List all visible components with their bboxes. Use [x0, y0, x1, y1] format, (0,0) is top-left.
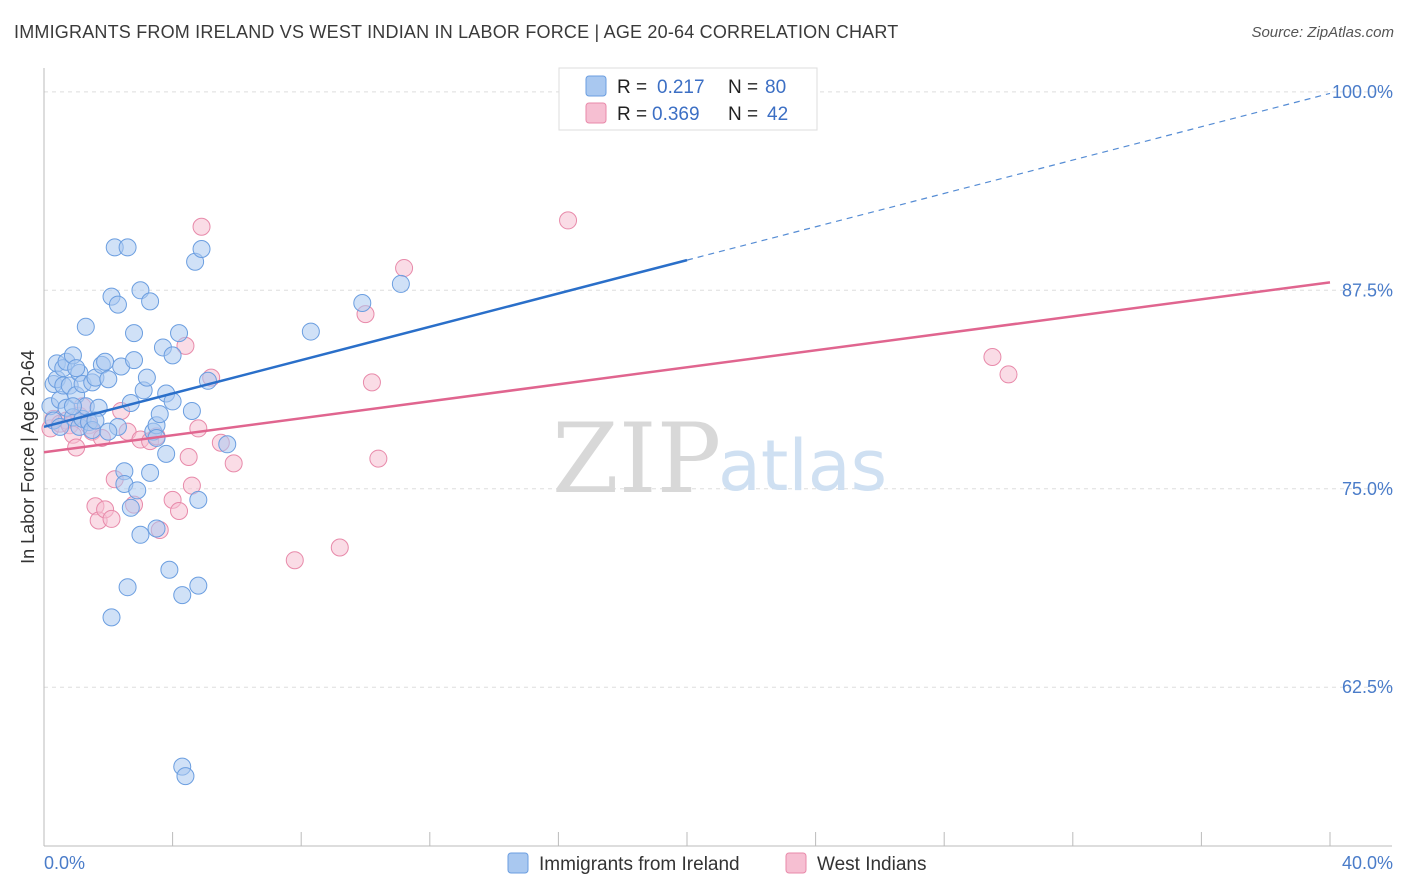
- y-tick-label-2: 87.5%: [1342, 280, 1393, 300]
- bottom-legend-swatch-pink: [785, 852, 807, 874]
- ireland-point-74: [86, 411, 105, 430]
- legend-swatch-blue: [585, 75, 607, 97]
- bottom-legend-label-ireland: Immigrants from Ireland: [539, 854, 740, 875]
- source-label: Source: ZipAtlas.com: [1251, 24, 1394, 41]
- ireland-point-47: [141, 292, 160, 311]
- bottom-legend-label-west-indians: West Indians: [817, 854, 926, 875]
- trend-line-ireland-extension: [686, 92, 1331, 261]
- ireland-point-68: [102, 608, 121, 627]
- ireland-point-39: [125, 351, 144, 370]
- ireland-point-31: [108, 295, 127, 314]
- ireland-point-77: [67, 359, 86, 378]
- west-indians-point-40: [559, 211, 578, 230]
- ireland-point-61: [182, 401, 201, 420]
- legend-n-value-pink: 42: [767, 104, 788, 125]
- west-indians-point-34: [285, 551, 304, 570]
- ireland-point-63: [189, 490, 208, 509]
- ireland-point-46: [141, 463, 160, 482]
- ireland-point-42: [131, 525, 150, 544]
- legend-n-label-pink: N =: [728, 104, 758, 125]
- ireland-point-58: [173, 586, 192, 605]
- ireland-point-36: [118, 578, 137, 597]
- watermark: ZIP atlas: [552, 403, 887, 515]
- y-tick-label-1: 75.0%: [1342, 479, 1393, 499]
- ireland-point-45: [137, 368, 156, 387]
- trend-line-ireland: [43, 258, 688, 429]
- ireland-point-56: [163, 346, 182, 365]
- watermark-zip: ZIP: [552, 403, 721, 515]
- legend-r-label-pink: R =: [617, 104, 647, 125]
- legend-n-label-blue: N =: [728, 77, 758, 98]
- west-indians-point-42: [999, 365, 1018, 384]
- west-indians-point-29: [189, 419, 208, 438]
- ireland-point-73: [63, 397, 82, 416]
- west-indians-point-15: [102, 509, 121, 528]
- x-ticks: [43, 832, 1331, 846]
- legend-box: R = 0.217 N = 80 R = 0.369 N = 42: [558, 67, 818, 131]
- ireland-point-69: [301, 322, 320, 341]
- ireland-point-51: [150, 405, 169, 424]
- ireland-point-76: [99, 422, 118, 441]
- y-tick-label-3: 100.0%: [1332, 82, 1393, 102]
- legend-r-value-blue: 0.217: [657, 77, 705, 98]
- ireland-point-64: [189, 576, 208, 595]
- trend-lines: [43, 92, 1331, 454]
- ireland-point-27: [99, 370, 118, 389]
- west-indians-point-37: [362, 373, 381, 392]
- legend-r-label-blue: R =: [617, 77, 647, 98]
- grid-lines: [44, 91, 1392, 688]
- ireland-point-26: [96, 352, 115, 371]
- legend-n-value-blue: 80: [765, 77, 786, 98]
- ireland-point-19: [76, 317, 95, 336]
- x-tick-label-max: 40.0%: [1342, 853, 1393, 873]
- west-indians-point-35: [330, 538, 349, 557]
- ireland-point-35: [118, 238, 137, 257]
- west-indians-point-27: [179, 448, 198, 466]
- ireland-point-70: [353, 293, 372, 312]
- ireland-point-55: [160, 560, 179, 579]
- legend-r-value-pink: 0.369: [652, 104, 700, 125]
- ireland-point-57: [170, 324, 189, 343]
- axes: [43, 68, 1392, 847]
- y-tick-labels: 62.5% 75.0% 87.5% 100.0%: [1332, 82, 1393, 697]
- x-tick-label-min: 0.0%: [44, 853, 85, 873]
- ireland-point-38: [121, 498, 140, 517]
- ireland-point-50: [147, 519, 166, 538]
- west-indians-point-30: [192, 217, 211, 236]
- ireland-point-40: [125, 324, 144, 343]
- ireland-point-53: [157, 444, 176, 463]
- ireland-point-60: [176, 767, 195, 786]
- west-indians-point-25: [170, 501, 189, 520]
- west-indians-point-33: [224, 454, 243, 473]
- ireland-point-67: [218, 435, 237, 454]
- west-indians-point-39: [395, 259, 414, 278]
- bottom-legend: Immigrants from Ireland West Indians: [507, 852, 926, 875]
- chart-title: IMMIGRANTS FROM IRELAND VS WEST INDIAN I…: [14, 22, 899, 42]
- ireland-point-65: [192, 240, 211, 259]
- bottom-legend-swatch-blue: [507, 852, 529, 874]
- west-indians-point-41: [983, 347, 1002, 366]
- trend-line-west-indians: [43, 281, 1331, 454]
- y-tick-label-0: 62.5%: [1342, 677, 1393, 697]
- ireland-point-41: [128, 481, 147, 500]
- ireland-point-71: [391, 274, 410, 293]
- west-indians-point-38: [369, 449, 388, 468]
- legend-swatch-pink: [585, 102, 607, 124]
- y-axis-title: In Labor Force | Age 20-64: [18, 350, 38, 564]
- watermark-atlas: atlas: [718, 425, 887, 507]
